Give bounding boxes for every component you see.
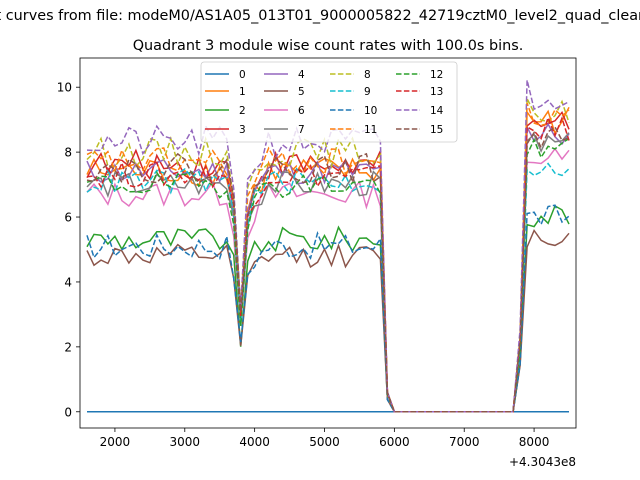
x-tick-label: 5000	[309, 435, 340, 449]
x-tick-label: 4000	[239, 435, 270, 449]
legend-box	[200, 61, 458, 143]
legend-label: 7	[298, 124, 305, 136]
x-tick-label: 6000	[379, 435, 410, 449]
series-line-15	[86, 125, 570, 413]
legend-label: 12	[430, 69, 443, 81]
y-tick-label: 0	[64, 405, 72, 419]
y-tick-label: 8	[64, 146, 72, 160]
legend-label: 4	[298, 69, 305, 81]
legend-label: 9	[364, 86, 371, 98]
y-tick-label: 4	[64, 275, 72, 289]
legend-label: 10	[364, 105, 377, 117]
legend-label: 5	[298, 86, 305, 98]
legend-label: 0	[239, 69, 246, 81]
y-tick-label: 10	[57, 81, 72, 95]
legend-label: 2	[239, 105, 246, 117]
figure-suptitle: Light curves from file: modeM0/AS1A05_01…	[0, 8, 640, 24]
axes-frame	[79, 57, 577, 429]
chart-title: Quadrant 3 module wise count rates with …	[133, 38, 524, 54]
series-line-9	[86, 162, 570, 413]
legend-label: 11	[364, 124, 377, 136]
legend-label: 15	[430, 124, 443, 136]
legend-label: 6	[298, 105, 305, 117]
x-tick-label: 7000	[449, 435, 480, 449]
x-tick-label: 2000	[100, 435, 131, 449]
legend-label: 13	[430, 86, 443, 98]
y-tick-label: 6	[64, 211, 72, 225]
x-tick-label: 3000	[170, 435, 201, 449]
legend-label: 3	[239, 124, 246, 136]
series-lines	[86, 80, 570, 413]
legend-label: 1	[239, 86, 246, 98]
legend-label: 14	[430, 105, 444, 117]
y-tick-label: 2	[64, 340, 72, 354]
x-offset-label: +4.3043e8	[509, 455, 576, 469]
legend-label: 8	[364, 69, 371, 81]
axis-ticks: 2000 3000 4000 5000 6000 7000 8000 0 2 4 6 8 10	[57, 81, 550, 449]
x-tick-label: 8000	[519, 435, 550, 449]
